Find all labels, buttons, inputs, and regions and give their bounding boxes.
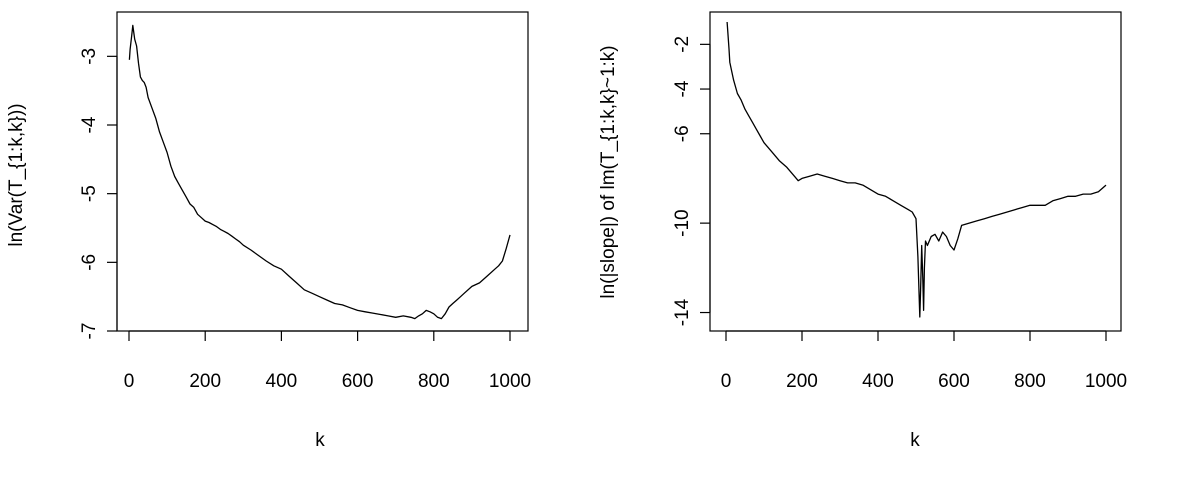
left-x-axis: 0 200 400 600 800 1000: [124, 330, 531, 392]
left-x-tick-label: 0: [124, 371, 135, 392]
right-x-axis: 0 200 400 600 800 1000: [721, 330, 1127, 392]
right-y-axis-title: ln(|slope|) of lm(T_{1:k,k}~1:k): [598, 45, 619, 298]
left-y-tick-label: -4: [79, 116, 100, 133]
left-y-tick-label: -3: [79, 48, 100, 65]
right-x-tick-label: 800: [1014, 371, 1046, 392]
right-panel: 0 200 400 600 800 1000 -14 -10 -6 -4 -2 k ln(|slo…: [598, 11, 1127, 451]
left-y-tick-label: -5: [79, 185, 100, 202]
right-x-tick-label: 1000: [1085, 371, 1127, 392]
right-y-tick-label: -4: [672, 80, 693, 97]
right-series-line: [726, 21, 1107, 318]
right-y-tick-label: -2: [672, 36, 693, 53]
left-x-tick-label: 1000: [489, 371, 531, 392]
left-panel: 0 200 400 600 800 1000 -7 -6 -5 -4 -3 k ln(Var(T_…: [6, 11, 531, 451]
right-y-tick-label: -6: [672, 125, 693, 142]
right-y-tick-label: -10: [672, 209, 693, 236]
right-x-tick-label: 400: [862, 371, 894, 392]
right-x-axis-title: k: [910, 430, 920, 451]
left-x-tick-label: 200: [189, 371, 221, 392]
right-x-tick-label: 200: [786, 371, 818, 392]
right-x-tick-label: 0: [721, 371, 732, 392]
left-y-axis-title: ln(Var(T_{1:k,k})): [6, 103, 27, 246]
left-y-tick-label: -7: [79, 323, 100, 340]
left-x-tick-label: 400: [266, 371, 298, 392]
right-plot-frame: [709, 11, 1122, 332]
left-plot-frame: [116, 11, 529, 332]
left-x-tick-label: 600: [342, 371, 374, 392]
left-y-tick-label: -6: [79, 254, 100, 271]
right-y-axis: -14 -10 -6 -4 -2: [672, 36, 711, 326]
left-x-tick-label: 800: [418, 371, 450, 392]
left-y-axis: -7 -6 -5 -4 -3: [79, 48, 118, 340]
left-series: [128, 24, 511, 320]
right-y-tick-label: -14: [672, 298, 693, 326]
right-x-tick-label: 600: [938, 371, 970, 392]
right-series: [726, 21, 1107, 318]
left-x-axis-title: k: [315, 430, 325, 451]
left-series-line: [128, 24, 511, 320]
